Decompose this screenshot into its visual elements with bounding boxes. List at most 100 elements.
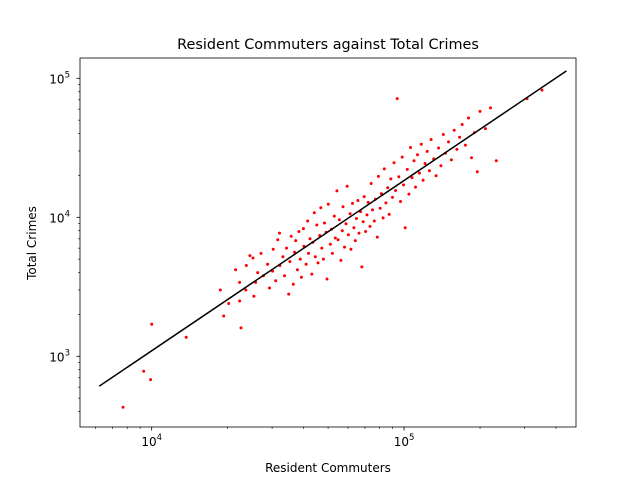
data-point — [379, 192, 383, 196]
data-point — [402, 183, 405, 187]
data-point — [360, 265, 364, 269]
data-point — [150, 322, 154, 326]
data-point — [295, 268, 299, 272]
data-point — [288, 260, 292, 264]
data-point — [301, 227, 305, 231]
data-point — [372, 219, 376, 223]
data-point — [346, 233, 350, 237]
data-point — [375, 235, 379, 239]
data-point — [371, 208, 374, 212]
data-point — [227, 302, 231, 305]
data-point — [362, 195, 366, 199]
y-axis-label: Total Crimes — [25, 206, 39, 281]
data-point — [319, 206, 323, 210]
data-point — [441, 133, 445, 136]
tick-label-exponent: 4 — [157, 433, 162, 443]
tick-label-exponent: 5 — [409, 433, 414, 443]
data-point — [299, 275, 303, 279]
data-point — [315, 223, 319, 227]
data-point — [321, 257, 325, 261]
data-point — [349, 247, 353, 251]
data-point — [333, 236, 337, 240]
data-point — [345, 184, 349, 188]
data-point — [400, 155, 404, 159]
data-point — [304, 262, 308, 266]
data-point — [391, 195, 394, 199]
data-point — [281, 255, 285, 259]
tick-label-base: 10 — [394, 435, 409, 449]
data-point — [218, 288, 222, 292]
data-point — [470, 156, 473, 160]
data-point — [364, 230, 368, 233]
data-point — [298, 257, 302, 261]
data-point — [271, 247, 275, 251]
data-point — [244, 288, 248, 292]
data-point — [405, 167, 409, 171]
data-point — [483, 127, 487, 131]
data-point — [308, 237, 312, 241]
data-point — [320, 246, 324, 250]
data-point — [289, 234, 293, 238]
data-point — [463, 143, 467, 147]
data-point — [351, 201, 354, 205]
tick-label-exponent: 5 — [65, 70, 70, 80]
data-point — [449, 158, 453, 162]
data-point — [274, 279, 278, 283]
data-point — [392, 161, 396, 165]
data-point — [238, 280, 242, 284]
data-point — [427, 169, 431, 173]
data-point — [397, 175, 401, 179]
data-point — [330, 251, 334, 255]
data-point — [416, 153, 419, 157]
data-point — [287, 292, 291, 296]
data-point — [348, 212, 352, 216]
data-point — [439, 164, 443, 168]
data-point — [407, 192, 411, 196]
data-point — [343, 245, 346, 249]
data-point — [353, 239, 357, 243]
data-point — [285, 246, 288, 250]
data-point — [142, 369, 146, 373]
data-point — [340, 229, 344, 233]
data-point — [403, 226, 407, 230]
tick-label-base: 10 — [49, 211, 64, 225]
data-point — [425, 149, 429, 153]
data-point — [326, 202, 330, 206]
data-point — [316, 261, 320, 265]
data-point — [409, 146, 412, 149]
data-point — [437, 146, 441, 150]
data-point — [410, 176, 414, 180]
data-point — [336, 238, 340, 242]
data-point — [248, 254, 252, 258]
data-point — [332, 214, 336, 218]
data-point — [399, 200, 402, 203]
data-point — [395, 97, 399, 101]
data-point — [335, 189, 339, 193]
axes-frame — [79, 57, 577, 428]
data-point — [312, 211, 316, 215]
data-point — [252, 294, 256, 298]
data-point — [239, 326, 243, 330]
x-tick-label: 105 — [394, 433, 415, 449]
tick-label-exponent: 3 — [65, 348, 70, 358]
data-point — [306, 219, 310, 223]
data-point — [419, 142, 423, 146]
x-tick-label: 104 — [141, 433, 162, 449]
data-point — [387, 212, 391, 216]
data-point — [478, 109, 482, 113]
data-point — [339, 258, 343, 262]
data-point — [394, 189, 398, 192]
data-point — [328, 242, 332, 246]
data-point — [376, 174, 380, 178]
y-tick-label: 104 — [49, 209, 70, 225]
data-point — [357, 231, 361, 235]
data-point — [337, 218, 341, 222]
data-point — [489, 106, 492, 110]
data-point — [325, 277, 329, 281]
data-point — [184, 335, 188, 339]
data-point — [238, 299, 242, 303]
data-point — [149, 378, 153, 382]
x-axis-label: Resident Commuters — [265, 461, 391, 475]
